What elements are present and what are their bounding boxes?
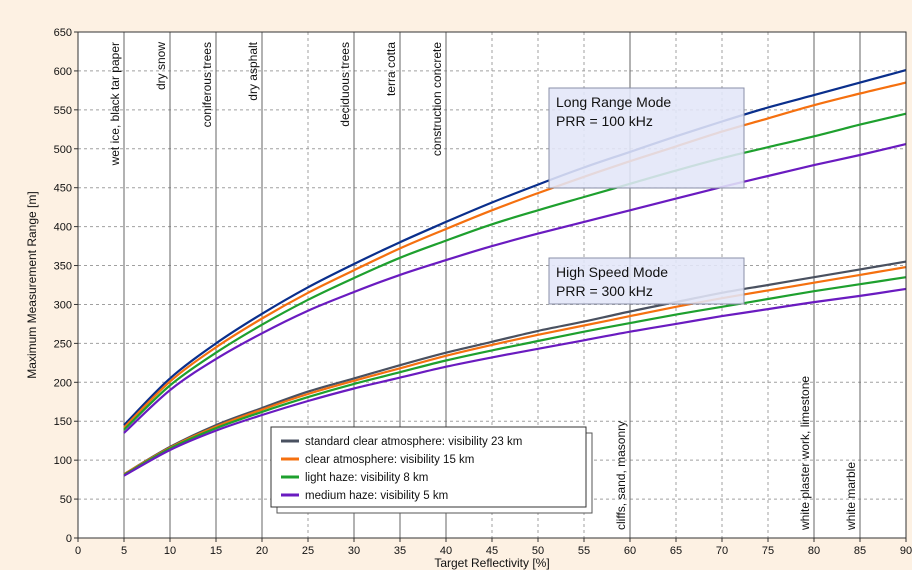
mode-label-prr: PRR = 300 kHz (556, 283, 653, 299)
y-tick-label: 350 (54, 261, 72, 273)
legend-label: standard clear atmosphere: visibility 23… (305, 436, 522, 448)
x-tick-label: 20 (256, 545, 268, 557)
mode-label-title: High Speed Mode (556, 264, 668, 280)
series-line-high-speed-1 (123, 260, 907, 476)
x-tick-label: 0 (75, 545, 81, 557)
x-axis-title: Target Reflectivity [%] (434, 556, 549, 570)
y-tick-label: 600 (54, 66, 72, 78)
material-label: dry snow (154, 42, 168, 90)
material-label: white marble (844, 462, 858, 531)
legend-label: light haze: visibility 8 km (305, 472, 428, 484)
y-axis-title: Maximum Measurement Range [m] (25, 191, 39, 378)
y-tick-label: 150 (54, 416, 72, 428)
y-tick-label: 400 (54, 222, 72, 234)
x-tick-label: 60 (624, 545, 636, 557)
series-layer (123, 69, 907, 477)
series-line-long-range-2 (123, 81, 907, 429)
x-tick-label: 25 (302, 545, 314, 557)
y-tick-label: 200 (54, 377, 72, 389)
long-range-mode-label: Long Range Mode PRR = 100 kHz (548, 87, 745, 189)
mode-label-box (548, 87, 745, 189)
mode-label-box (548, 257, 745, 305)
axis-ticks: 0 5 10 15 20 25 30 35 40 45 50 55 60 65 70 75 80 85 90 0 50 1… (54, 27, 912, 557)
y-tick-label: 500 (54, 144, 72, 156)
x-tick-label: 45 (486, 545, 498, 557)
x-tick-label: 35 (394, 545, 406, 557)
legend: standard clear atmosphere: visibility 23… (270, 426, 593, 514)
x-tick-label: 15 (210, 545, 222, 557)
material-label: wet ice, black tar paper (108, 42, 122, 166)
x-tick-label: 80 (808, 545, 820, 557)
x-tick-label: 40 (440, 545, 452, 557)
y-tick-label: 100 (54, 455, 72, 467)
legend-label: clear atmosphere: visibility 15 km (305, 454, 474, 466)
series-line-long-range-4 (123, 143, 907, 434)
material-label: terra cotta (384, 42, 398, 96)
x-tick-label: 65 (670, 545, 682, 557)
material-label: deciduous trees (338, 42, 352, 127)
y-tick-label: 50 (60, 494, 72, 506)
y-tick-label: 250 (54, 338, 72, 350)
mode-label-title: Long Range Mode (556, 94, 671, 110)
material-labels: wet ice, black tar paper dry snow conifero… (108, 41, 858, 531)
material-label: cliffs, sand, masonry (614, 421, 628, 530)
material-label: dry asphalt (246, 41, 260, 100)
x-tick-label: 90 (900, 545, 912, 557)
y-tick-label: 650 (54, 27, 72, 39)
mode-labels: Long Range Mode PRR = 100 kHz High Speed M… (548, 87, 745, 305)
legend-label: medium haze: visibility 5 km (305, 490, 448, 502)
material-label: construction concrete (430, 42, 444, 156)
x-tick-label: 70 (716, 545, 728, 557)
series-line-long-range-3 (123, 112, 907, 431)
x-tick-label: 85 (854, 545, 866, 557)
series-line-high-speed-2 (123, 266, 907, 476)
material-label: coniferous trees (200, 42, 214, 127)
x-tick-label: 50 (532, 545, 544, 557)
mode-label-prr: PRR = 100 kHz (556, 113, 653, 129)
y-tick-label: 550 (54, 105, 72, 117)
y-tick-label: 300 (54, 299, 72, 311)
y-tick-label: 0 (66, 533, 72, 545)
series-line-high-speed-4 (123, 287, 907, 477)
x-tick-label: 10 (164, 545, 176, 557)
x-tick-label: 5 (121, 545, 127, 557)
y-tick-label: 450 (54, 183, 72, 195)
legend-box (270, 426, 587, 508)
x-tick-label: 75 (762, 545, 774, 557)
x-tick-label: 55 (578, 545, 590, 557)
material-label: white plaster work, limestone (798, 376, 812, 531)
series-line-high-speed-3 (123, 276, 907, 476)
series-line-long-range-1 (123, 69, 907, 426)
high-speed-mode-label: High Speed Mode PRR = 300 kHz (548, 257, 745, 305)
x-tick-label: 30 (348, 545, 360, 557)
